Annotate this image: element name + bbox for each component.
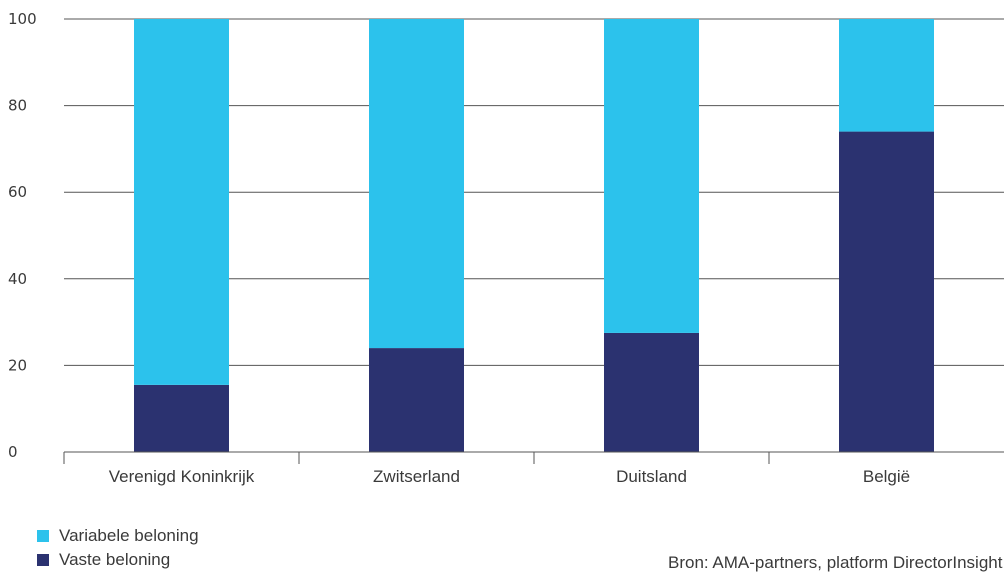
legend: Variabele beloning Vaste beloning bbox=[37, 524, 199, 572]
x-category-label-0: Verenigd Koninkrijk bbox=[109, 467, 255, 486]
bar-vaste-beloning-1 bbox=[369, 348, 464, 452]
y-tick-label-80: 80 bbox=[8, 97, 27, 115]
stacked-bar-chart: 0 20 40 60 80 100 Verenigd Koninkrijk Zwitserl… bbox=[0, 0, 1004, 520]
bar-vaste-beloning-2 bbox=[604, 333, 699, 452]
x-axis: Verenigd Koninkrijk Zwitserland Duitsland B… bbox=[64, 452, 1004, 486]
legend-item-fixed: Vaste beloning bbox=[37, 548, 199, 572]
x-category-label-2: Duitsland bbox=[616, 467, 687, 486]
x-category-label-1: Zwitserland bbox=[373, 467, 460, 486]
legend-swatch-fixed bbox=[37, 554, 49, 566]
y-tick-label-0: 0 bbox=[8, 443, 18, 461]
bars bbox=[134, 19, 934, 452]
legend-swatch-variable bbox=[37, 530, 49, 542]
bar-variabele-beloning-1 bbox=[369, 19, 464, 348]
y-axis-ticks: 0 20 40 60 80 100 bbox=[8, 10, 37, 461]
bar-variabele-beloning-0 bbox=[134, 19, 229, 385]
bar-variabele-beloning-3 bbox=[839, 19, 934, 132]
y-tick-label-100: 100 bbox=[8, 10, 37, 28]
source-note: Bron: AMA-partners, platform DirectorIns… bbox=[668, 553, 1002, 573]
y-tick-label-20: 20 bbox=[8, 356, 27, 374]
bar-variabele-beloning-2 bbox=[604, 19, 699, 333]
legend-label-variable: Variabele beloning bbox=[59, 526, 199, 546]
bar-vaste-beloning-0 bbox=[134, 385, 229, 452]
bar-vaste-beloning-3 bbox=[839, 132, 934, 452]
legend-label-fixed: Vaste beloning bbox=[59, 550, 170, 570]
legend-item-variable: Variabele beloning bbox=[37, 524, 199, 548]
y-tick-label-40: 40 bbox=[8, 270, 27, 288]
x-category-label-3: België bbox=[863, 467, 910, 486]
y-tick-label-60: 60 bbox=[8, 183, 27, 201]
